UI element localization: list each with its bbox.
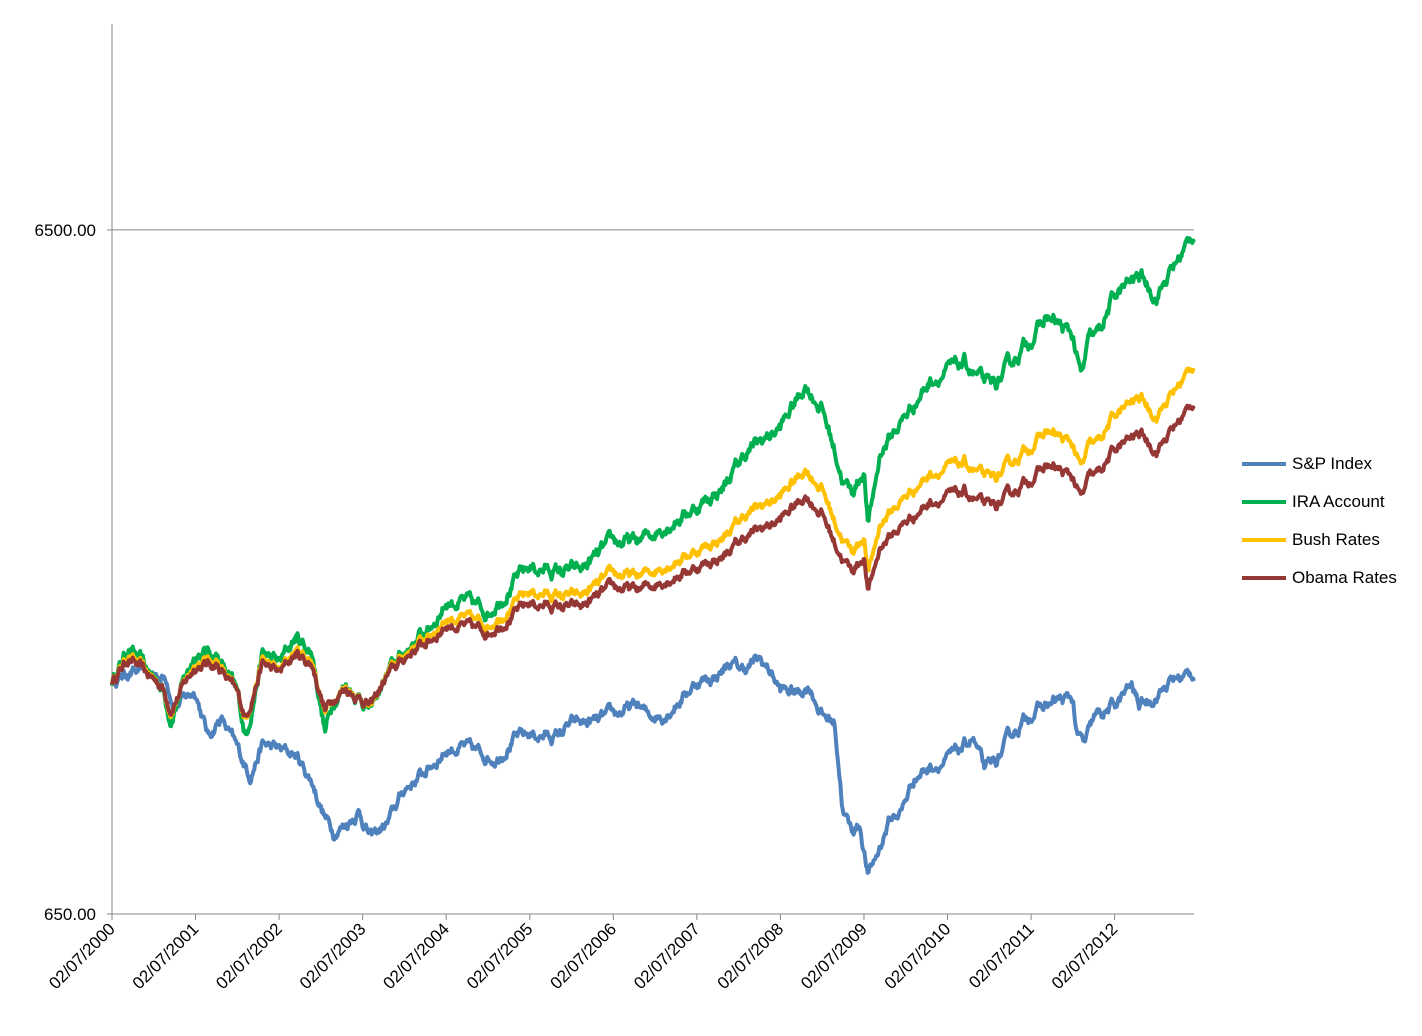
series-layer bbox=[110, 235, 1196, 875]
legend-label-sp-index: S&P Index bbox=[1292, 454, 1373, 473]
legend-swatch-obama-rates bbox=[1242, 576, 1286, 580]
x-tick-label: 02/07/2004 bbox=[379, 919, 453, 993]
x-tick-label: 02/07/2008 bbox=[714, 919, 788, 993]
legend-label-obama-rates: Obama Rates bbox=[1292, 568, 1397, 587]
x-tick-label: 02/07/2009 bbox=[797, 919, 871, 993]
legend-swatch-ira-account bbox=[1242, 500, 1286, 504]
series-line-sp-index bbox=[110, 653, 1196, 875]
series-line-ira-account bbox=[110, 235, 1196, 737]
series-line-obama-rates bbox=[110, 403, 1196, 718]
x-tick-label: 02/07/2000 bbox=[45, 919, 119, 993]
x-tick-label: 02/07/2007 bbox=[630, 919, 704, 993]
y-tick-label: 6500.00 bbox=[35, 221, 96, 240]
legend-label-bush-rates: Bush Rates bbox=[1292, 530, 1380, 549]
legend-swatch-bush-rates bbox=[1242, 538, 1286, 542]
x-tick-label: 02/07/2006 bbox=[547, 919, 621, 993]
x-tick-label: 02/07/2005 bbox=[463, 919, 537, 993]
legend-item: S&P Index bbox=[1242, 445, 1417, 483]
x-tick-label: 02/07/2010 bbox=[881, 919, 955, 993]
x-tick-label: 02/07/2012 bbox=[1048, 919, 1122, 993]
x-tick-label: 02/07/2001 bbox=[129, 919, 203, 993]
x-tick-label: 02/07/2003 bbox=[296, 919, 370, 993]
y-tick-label: 650.00 bbox=[44, 905, 96, 924]
legend-label-ira-account: IRA Account bbox=[1292, 492, 1385, 511]
x-tick-label: 02/07/2002 bbox=[212, 919, 286, 993]
x-tick-label: 02/07/2011 bbox=[965, 919, 1038, 992]
legend-swatch-sp-index bbox=[1242, 462, 1286, 466]
legend: S&P Index IRA Account Bush Rates Obama R… bbox=[1242, 445, 1417, 597]
legend-item: Bush Rates bbox=[1242, 521, 1417, 559]
legend-item: Obama Rates bbox=[1242, 559, 1417, 597]
legend-item: IRA Account bbox=[1242, 483, 1417, 521]
